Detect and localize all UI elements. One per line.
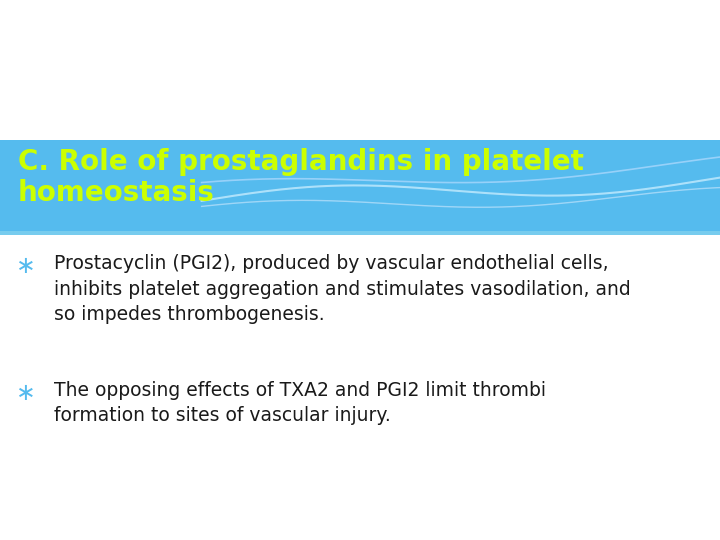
Text: homeostasis: homeostasis (18, 179, 215, 207)
Text: ∗: ∗ (16, 381, 35, 404)
Text: C. Role of prostaglandins in platelet: C. Role of prostaglandins in platelet (18, 148, 584, 177)
Bar (0, 140, 720, 232)
Text: The opposing effects of TXA2 and PGI2 limit thrombi
formation to sites of vascul: The opposing effects of TXA2 and PGI2 li… (54, 381, 546, 426)
Bar (0, 231, 720, 235)
Text: ∗: ∗ (16, 254, 35, 278)
Text: Prostacyclin (PGI2), produced by vascular endothelial cells,
inhibits platelet a: Prostacyclin (PGI2), produced by vascula… (54, 254, 631, 325)
